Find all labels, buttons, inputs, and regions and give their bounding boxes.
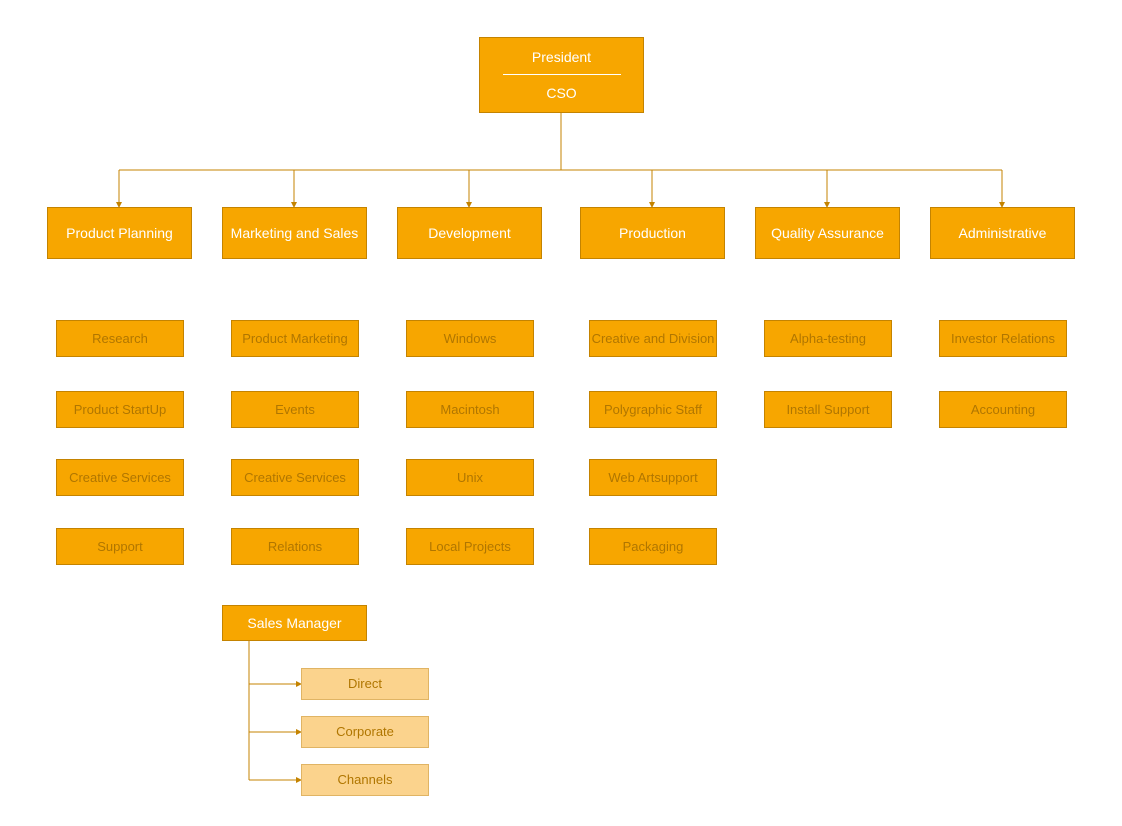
sales-manager-node: Sales Manager [222,605,367,641]
sub-node: Investor Relations [939,320,1067,357]
sub-node: Web Artsupport [589,459,717,496]
sub-node: Alpha-testing [764,320,892,357]
department-node: Development [397,207,542,259]
sub-node: Polygraphic Staff [589,391,717,428]
department-node: Marketing and Sales [222,207,367,259]
sub-node: Accounting [939,391,1067,428]
sales-child-node: Channels [301,764,429,796]
sub-node: Windows [406,320,534,357]
sub-node: Macintosh [406,391,534,428]
sub-node: Relations [231,528,359,565]
president-title: President [480,38,643,65]
department-node: Product Planning [47,207,192,259]
sub-node: Support [56,528,184,565]
sub-node: Creative Services [231,459,359,496]
sub-node: Unix [406,459,534,496]
sales-child-node: Direct [301,668,429,700]
department-node: Administrative [930,207,1075,259]
sales-child-node: Corporate [301,716,429,748]
sub-node: Local Projects [406,528,534,565]
sub-node: Install Support [764,391,892,428]
sub-node: Creative and Division [589,320,717,357]
department-node: Production [580,207,725,259]
sub-node: Research [56,320,184,357]
sub-node: Events [231,391,359,428]
department-node: Quality Assurance [755,207,900,259]
node-president: President CSO [479,37,644,113]
sub-node: Product Marketing [231,320,359,357]
sub-node: Packaging [589,528,717,565]
sub-node: Product StartUp [56,391,184,428]
sub-node: Creative Services [56,459,184,496]
president-subtitle: CSO [480,75,643,101]
